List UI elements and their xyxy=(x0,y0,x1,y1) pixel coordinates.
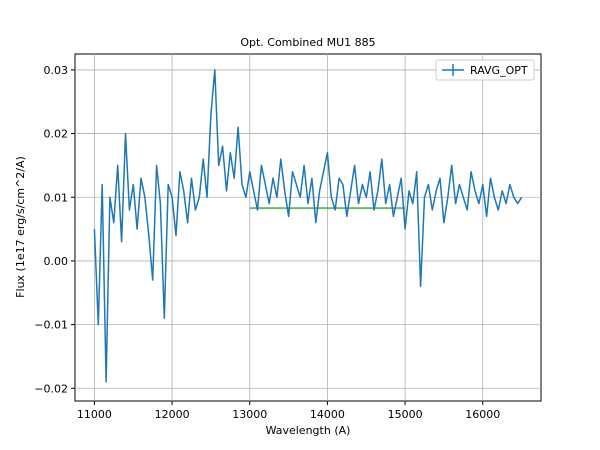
x-ticks: 11000 12000 13000 14000 15000 16000 xyxy=(77,401,500,421)
series-line-ravg_opt xyxy=(93,69,523,383)
y-tick-label: 0.03 xyxy=(44,64,69,77)
legend-label: RAVG_OPT xyxy=(470,64,528,77)
legend: RAVG_OPT xyxy=(435,59,535,81)
x-axis-label: Wavelength (A) xyxy=(266,424,351,437)
legend-box xyxy=(435,59,535,81)
y-tick-label: −0.01 xyxy=(34,319,68,332)
x-tick-label: 16000 xyxy=(465,408,500,421)
plot-area xyxy=(74,53,542,402)
chart-title: Opt. Combined MU1 885 xyxy=(240,36,375,49)
y-tick-label: 0.02 xyxy=(44,128,69,141)
series-group xyxy=(93,69,523,383)
y-axis-label: Flux (1e17 erg/s/cm^2/A) xyxy=(14,156,27,298)
y-tick-label: 0.01 xyxy=(44,191,69,204)
y-ticks: −0.02 −0.01 0.00 0.01 0.02 0.03 xyxy=(34,64,75,395)
y-tick-label: −0.02 xyxy=(34,382,68,395)
x-tick-label: 15000 xyxy=(388,408,423,421)
x-tick-label: 14000 xyxy=(310,408,345,421)
x-tick-label: 12000 xyxy=(155,408,190,421)
x-tick-label: 11000 xyxy=(77,408,112,421)
x-tick-label: 13000 xyxy=(232,408,267,421)
y-tick-label: 0.00 xyxy=(44,255,69,268)
